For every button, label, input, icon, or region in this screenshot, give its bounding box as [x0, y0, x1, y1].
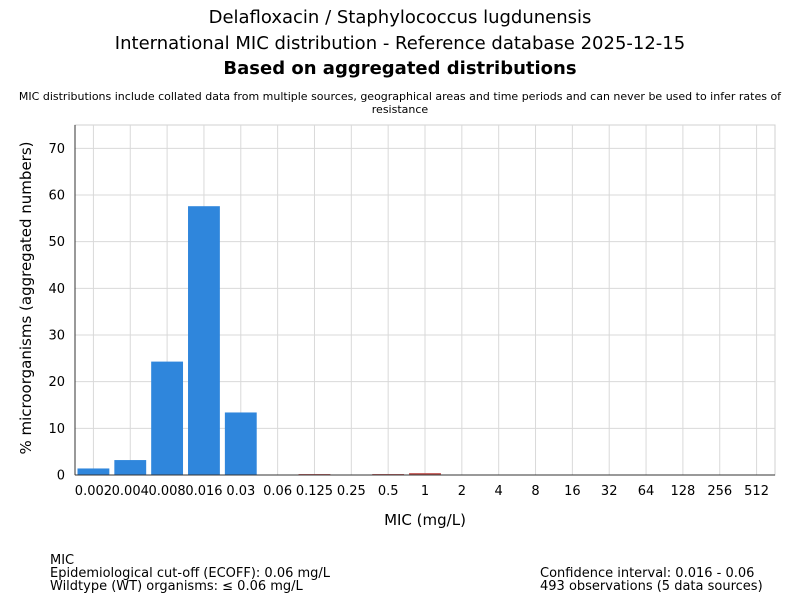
x-tick-label: 0.06: [263, 484, 292, 499]
x-tick-label: 32: [601, 484, 618, 499]
x-tick-label: 16: [564, 484, 581, 499]
y-tick-label: 10: [48, 422, 65, 437]
y-tick-label: 40: [48, 282, 65, 297]
y-tick-label: 50: [48, 235, 65, 250]
y-tick-label: 0: [57, 469, 65, 484]
footer-ecoff: Epidemiological cut-off (ECOFF): 0.06 mg…: [50, 566, 331, 581]
x-tick-label: 0.002: [75, 484, 112, 499]
footer-wildtype: Wildtype (WT) organisms: ≤ 0.06 mg/L: [50, 579, 303, 594]
x-tick-label: 2: [458, 484, 466, 499]
bar: [224, 412, 257, 475]
x-tick-label: 256: [707, 484, 732, 499]
x-tick-label: 4: [495, 484, 503, 499]
x-tick-label: 1: [421, 484, 429, 499]
x-tick-label: 0.125: [296, 484, 333, 499]
bar: [188, 206, 220, 475]
footer-observations: 493 observations (5 data sources): [540, 579, 763, 594]
footer-mic-label: MIC: [50, 553, 75, 568]
chart-title-line1: Delafloxacin / Staphylococcus lugdunensi…: [208, 7, 592, 28]
y-tick-label: 30: [48, 329, 65, 344]
x-tick-label: 0.004: [112, 484, 149, 499]
x-tick-label: 64: [638, 484, 655, 499]
y-axis-label: % microorganisms (aggregated numbers): [17, 141, 35, 455]
y-tick-label: 20: [48, 375, 65, 390]
x-axis-label: MIC (mg/L): [384, 511, 466, 529]
bar: [409, 473, 441, 475]
bar: [151, 361, 184, 475]
bar: [114, 460, 147, 475]
footer-confidence-interval: Confidence interval: 0.016 - 0.06: [540, 566, 755, 581]
x-tick-label: 0.03: [226, 484, 255, 499]
chart-subtitle: Based on aggregated distributions: [223, 58, 577, 79]
y-tick-label: 70: [48, 142, 65, 157]
x-tick-label: 0.008: [148, 484, 185, 499]
x-tick-label: 0.5: [378, 484, 399, 499]
x-tick-label: 512: [744, 484, 769, 499]
x-tick-label: 128: [670, 484, 695, 499]
x-tick-label: 0.25: [337, 484, 366, 499]
chart-title-line2: International MIC distribution - Referen…: [114, 33, 686, 54]
bar: [77, 468, 110, 475]
x-tick-label: 8: [531, 484, 539, 499]
x-tick-label: 0.016: [185, 484, 222, 499]
y-tick-label: 60: [48, 189, 65, 204]
chart-disclaimer-note: MIC distributions include collated data …: [18, 90, 782, 116]
